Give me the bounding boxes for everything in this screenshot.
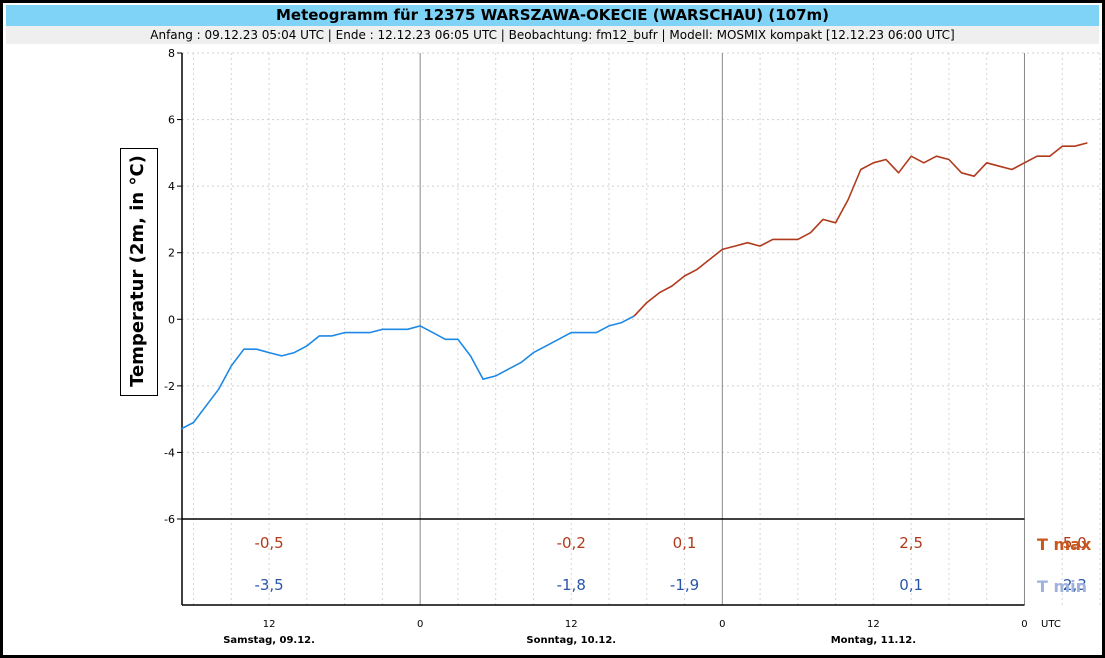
observed-temperature-line bbox=[180, 315, 635, 430]
tmax-label: T max bbox=[1037, 535, 1092, 554]
tmin-value: 2,3 bbox=[1063, 576, 1087, 594]
y-tick-label: 4 bbox=[168, 180, 175, 193]
grid-lines bbox=[182, 52, 1102, 605]
axes bbox=[177, 52, 1025, 606]
tmin-value: -1,8 bbox=[557, 576, 586, 594]
tmax-value: 0,1 bbox=[673, 534, 697, 552]
tmax-tmin-table: -0,5 -0,2 0,1 2,5 5,0 -3,5 -1,8 -1,9 0,1 2,3 T max… bbox=[254, 534, 1092, 596]
x-tick-label: 12 bbox=[867, 619, 880, 630]
y-tick-label: -2 bbox=[164, 380, 175, 393]
day-label: Montag, 11.12. bbox=[831, 635, 916, 646]
chart-subtitle: Anfang : 09.12.23 05:04 UTC | Ende : 12.… bbox=[6, 26, 1099, 44]
x-tick-label: 12 bbox=[263, 619, 276, 630]
day-separator-lines bbox=[419, 53, 1025, 605]
tmin-label: T min bbox=[1037, 577, 1087, 596]
x-unit-label: UTC bbox=[1041, 619, 1061, 630]
temperature-series bbox=[180, 142, 1088, 430]
y-tick-label: 6 bbox=[168, 114, 175, 127]
tmax-value: -0,5 bbox=[254, 534, 283, 552]
chart-title: Meteogramm für 12375 WARSZAWA-OKECIE (WA… bbox=[6, 5, 1099, 26]
y-tick-label: 2 bbox=[168, 247, 175, 260]
day-label: Sonntag, 10.12. bbox=[526, 635, 616, 646]
x-tick-labels: 12 0 12 0 12 0 UTC Samstag, 09.12. Sonntag, 10.1… bbox=[223, 619, 1061, 646]
tmin-value: 0,1 bbox=[899, 576, 923, 594]
y-tick-label: 0 bbox=[168, 313, 175, 326]
tmin-value: -1,9 bbox=[670, 576, 699, 594]
tmax-value: 2,5 bbox=[899, 534, 923, 552]
tmin-value: -3,5 bbox=[254, 576, 283, 594]
y-tick-labels: -6 -4 -2 0 2 4 6 8 bbox=[164, 47, 175, 526]
x-tick-label: 0 bbox=[417, 619, 423, 630]
day-label: Samstag, 09.12. bbox=[223, 635, 315, 646]
x-tick-label: 12 bbox=[565, 619, 578, 630]
y-tick-label: -4 bbox=[164, 446, 175, 459]
y-tick-label: -6 bbox=[164, 513, 175, 526]
x-tick-label: 0 bbox=[719, 619, 725, 630]
x-tick-label: 0 bbox=[1021, 619, 1027, 630]
y-tick-label: 8 bbox=[168, 47, 175, 60]
tmax-value: -0,2 bbox=[557, 534, 586, 552]
tmax-value: 5,0 bbox=[1063, 534, 1087, 552]
forecast-temperature-line bbox=[633, 142, 1088, 317]
y-axis-label-box bbox=[120, 148, 158, 396]
